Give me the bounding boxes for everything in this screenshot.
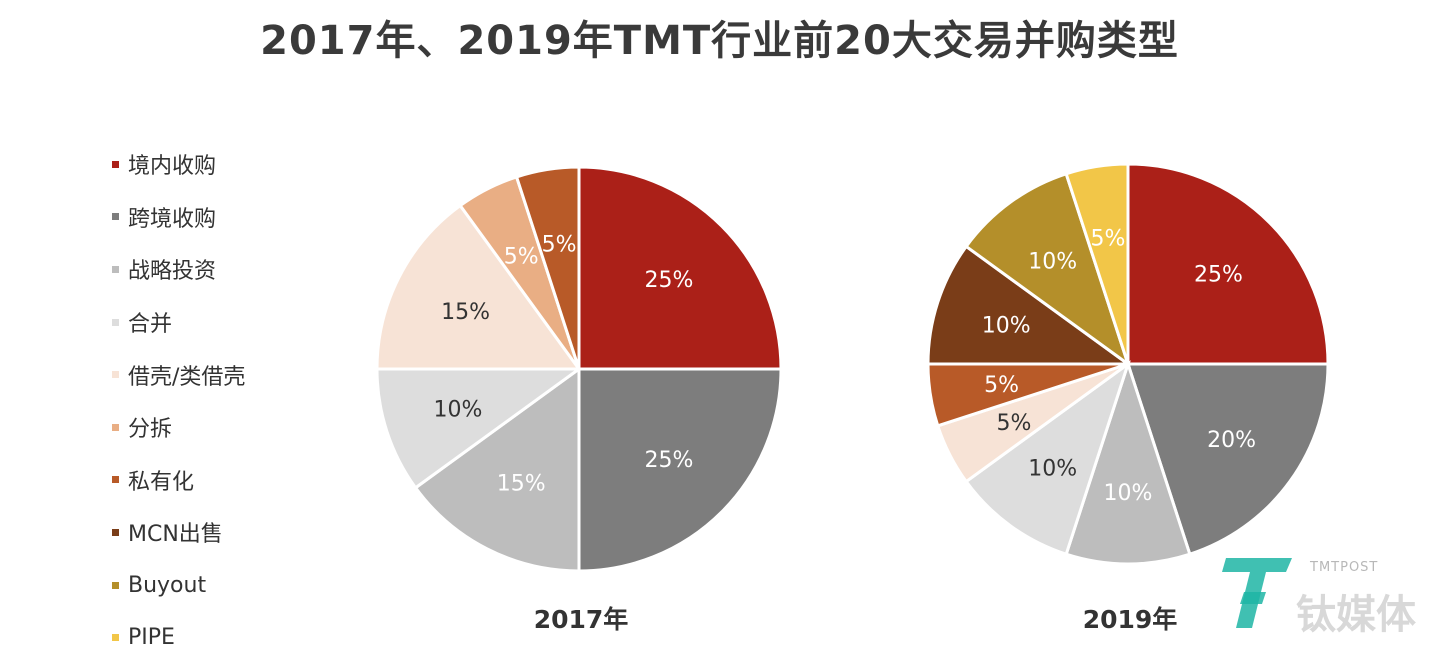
slice-label: 10% xyxy=(1028,457,1077,482)
pie-slice xyxy=(1064,162,1130,365)
pie-slice xyxy=(964,360,1131,557)
slice-label: 15% xyxy=(497,471,546,496)
slice-label: 5% xyxy=(984,373,1019,398)
pie-0: 25% 25% 15% 10% 15% 5% 5% xyxy=(375,165,783,573)
pie-slice xyxy=(375,367,584,490)
legend-item: 分拆 xyxy=(112,401,372,454)
legend-swatch xyxy=(112,265,119,273)
legend-item: 境内收购 xyxy=(112,138,372,191)
tmtpost-logo: TMTPOST 钛媒体 xyxy=(1222,552,1422,638)
legend-swatch xyxy=(112,528,119,536)
pie-slice xyxy=(926,244,1133,366)
pie-caption-2017: 2017年 xyxy=(533,605,629,634)
slice-label: 5% xyxy=(996,411,1031,436)
chart-title: 2017年、2019年TMT行业前20大交易并购类型 xyxy=(260,18,1179,64)
legend-label: MCN出售 xyxy=(128,522,223,548)
slice-label: 25% xyxy=(645,448,694,473)
slice-label: 10% xyxy=(982,313,1031,338)
legend-label: 境内收购 xyxy=(128,154,217,180)
pie-caption-2019: 2019年 xyxy=(1082,605,1178,634)
legend-swatch xyxy=(112,634,119,642)
chart-legend: 境内收购跨境收购战略投资合并借壳/类借壳 分拆私有化 MCN出售 Buyout PIPE xyxy=(112,138,372,664)
legend-label: 私有化 xyxy=(128,469,195,495)
legend-swatch xyxy=(112,213,119,221)
legend-swatch xyxy=(112,371,119,379)
slice-label: 10% xyxy=(434,397,483,422)
slice-label: 5% xyxy=(1091,227,1126,252)
legend-item: 合并 xyxy=(112,296,372,349)
legend-item: 跨境收购 xyxy=(112,191,372,244)
slice-label: 15% xyxy=(441,300,490,325)
legend-item: MCN出售 xyxy=(112,506,372,559)
legend-item: PIPE xyxy=(112,611,372,664)
pie-slice xyxy=(1064,359,1192,566)
legend-swatch xyxy=(112,581,119,589)
slice-label: 5% xyxy=(542,232,577,257)
legend-label: 合并 xyxy=(128,312,173,338)
pie-slice xyxy=(413,366,581,573)
logo-brand-cn: 钛媒体 xyxy=(1296,592,1416,638)
pie-slice xyxy=(577,367,783,573)
pie-slice xyxy=(964,171,1131,368)
logo-brand-en: TMTPOST xyxy=(1310,560,1379,575)
legend-label: Buyout xyxy=(128,572,207,598)
pie-slice xyxy=(577,165,783,371)
pie-slice xyxy=(1125,362,1330,557)
pie-slice xyxy=(1126,162,1330,366)
legend-item: 私有化 xyxy=(112,454,372,507)
tmtpost-t-icon xyxy=(1222,558,1292,628)
legend-swatch xyxy=(112,423,119,431)
slice-label: 20% xyxy=(1207,428,1256,453)
slice-label: 10% xyxy=(1104,481,1153,506)
legend-label: 借壳/类借壳 xyxy=(128,364,246,390)
legend-swatch xyxy=(112,318,119,326)
slice-label: 25% xyxy=(645,268,694,293)
legend-swatch xyxy=(112,160,119,168)
legend-label: 跨境收购 xyxy=(128,206,217,232)
pie-slice xyxy=(375,203,582,371)
slice-label: 25% xyxy=(1194,262,1243,287)
slice-label: 5% xyxy=(504,245,539,270)
legend-item: Buyout xyxy=(112,559,372,612)
slice-label: 10% xyxy=(1028,249,1077,274)
legend-item: 借壳/类借壳 xyxy=(112,348,372,401)
legend-label: 分拆 xyxy=(128,417,173,443)
pie-1: 25% 20% 10% 10% 5% 5% 10% 10% 5% xyxy=(926,162,1330,566)
legend-label: 战略投资 xyxy=(128,259,217,285)
legend-label: PIPE xyxy=(128,625,175,651)
legend-item: 战略投资 xyxy=(112,243,372,296)
legend-swatch xyxy=(112,476,119,484)
pie-slice xyxy=(514,165,581,370)
